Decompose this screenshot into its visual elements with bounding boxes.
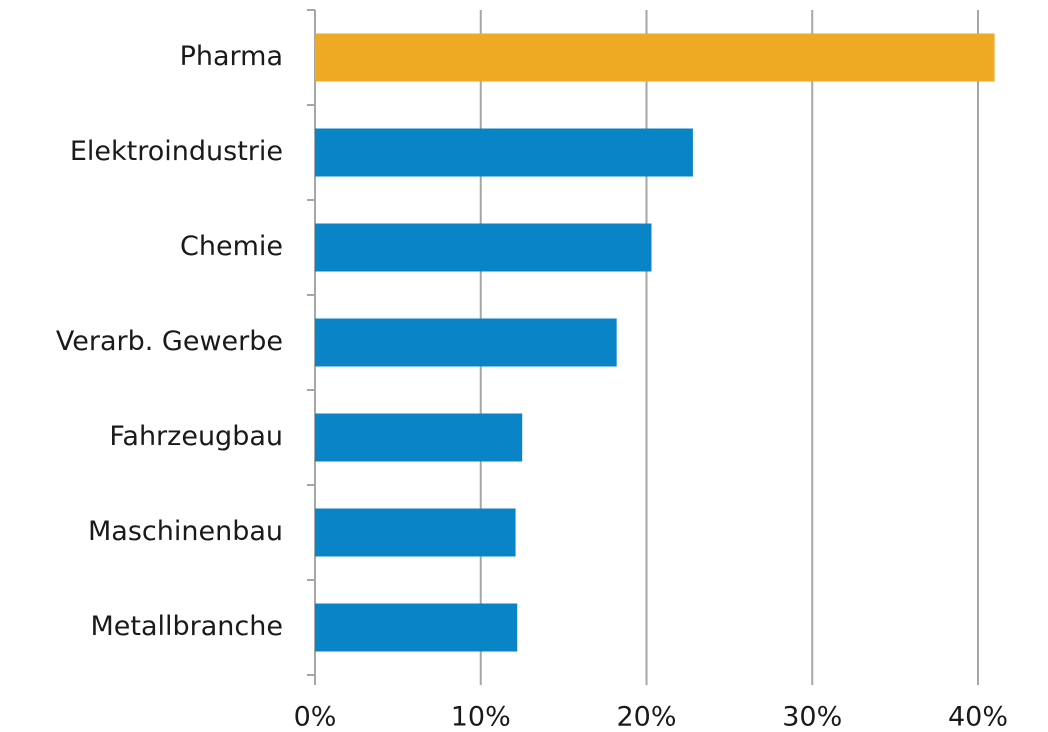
y-tick-label: Maschinenbau	[88, 516, 283, 547]
bar	[315, 413, 523, 462]
y-tick-label: Fahrzeugbau	[109, 421, 283, 452]
bar	[315, 33, 995, 82]
bar	[315, 603, 518, 652]
y-tick-label: Elektroindustrie	[70, 136, 283, 167]
bar	[315, 318, 617, 367]
bar	[315, 223, 652, 272]
bar	[315, 128, 693, 177]
y-tick-label: Metallbranche	[90, 611, 283, 642]
y-tick-label: Chemie	[180, 231, 283, 262]
y-tick-label: Pharma	[180, 41, 283, 72]
bar	[315, 508, 516, 557]
x-tick-label: 20%	[616, 702, 676, 732]
y-tick-label: Verarb. Gewerbe	[56, 326, 283, 357]
x-tick-label: 10%	[451, 702, 511, 732]
x-tick-label: 40%	[948, 702, 1008, 732]
x-tick-label: 30%	[782, 702, 842, 732]
x-tick-label: 0%	[294, 702, 337, 732]
